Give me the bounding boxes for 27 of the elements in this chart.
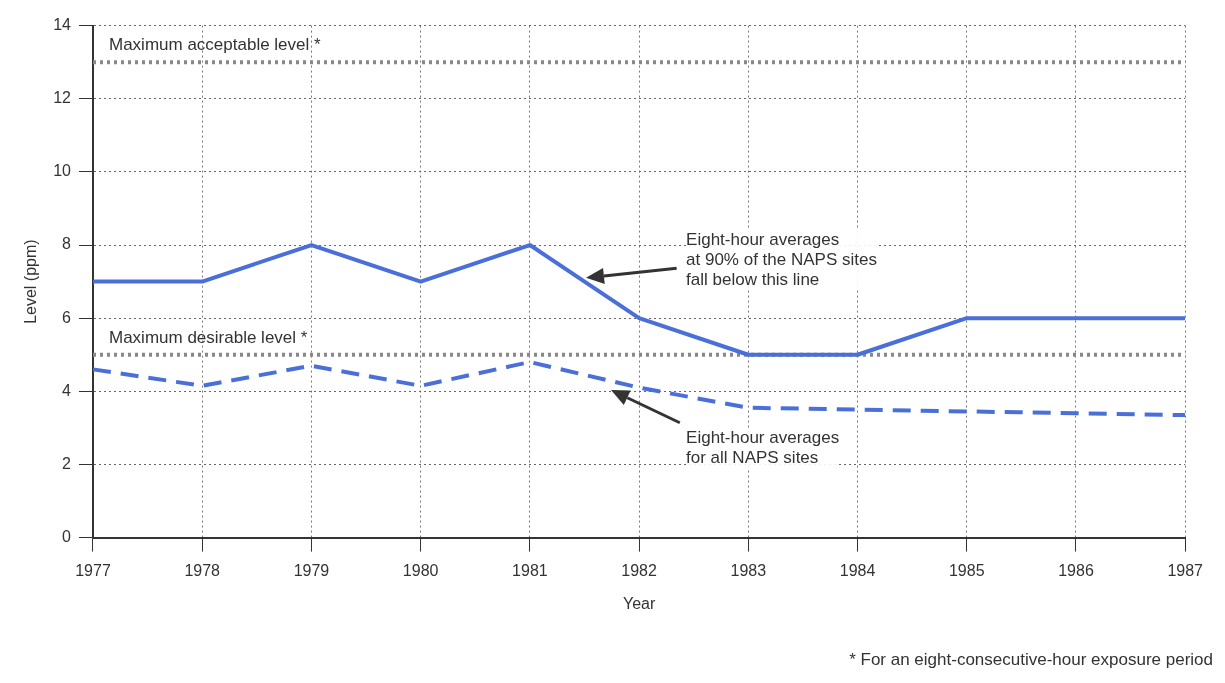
y-tick-label: 0 xyxy=(62,528,72,546)
x-tick-label: 1981 xyxy=(512,561,548,579)
y-tick-label: 6 xyxy=(62,308,72,326)
ref-line-label: Maximum desirable level * xyxy=(109,327,308,347)
x-tick-label: 1982 xyxy=(621,561,657,579)
ref-line-label: Maximum acceptable level * xyxy=(109,35,322,55)
x-tick-label: 1980 xyxy=(402,561,439,579)
x-tick-label: 1986 xyxy=(1058,561,1094,579)
text: * For an eight-consecutive-hour exposure period xyxy=(849,650,1213,670)
x-tick-label: 1978 xyxy=(184,561,221,579)
x-axis-title: Year xyxy=(622,594,656,612)
y-axis-title: Level (ppm) xyxy=(22,239,40,324)
y-tick-label: 2 xyxy=(62,454,72,472)
x-tick-label: 1984 xyxy=(839,561,876,579)
x-tick-label: 1985 xyxy=(948,561,985,579)
x-tick-label: 1987 xyxy=(1167,561,1204,579)
annotation: Eight-hour averages for all NAPS sites xyxy=(686,427,840,468)
annotation: Eight-hour averages at 90% of the NAPS sites fall below this line xyxy=(686,230,877,291)
y-tick-label: 12 xyxy=(53,89,72,107)
x-tick-label: 1977 xyxy=(75,561,111,579)
y-tick-label: 14 xyxy=(53,16,72,34)
y-tick-label: 8 xyxy=(62,235,72,253)
x-tick-label: 1983 xyxy=(730,561,767,579)
y-tick-label: 4 xyxy=(62,381,72,399)
line-series xyxy=(93,360,1186,418)
y-tick-label: 10 xyxy=(53,162,72,180)
x-tick-label: 1979 xyxy=(293,561,330,579)
